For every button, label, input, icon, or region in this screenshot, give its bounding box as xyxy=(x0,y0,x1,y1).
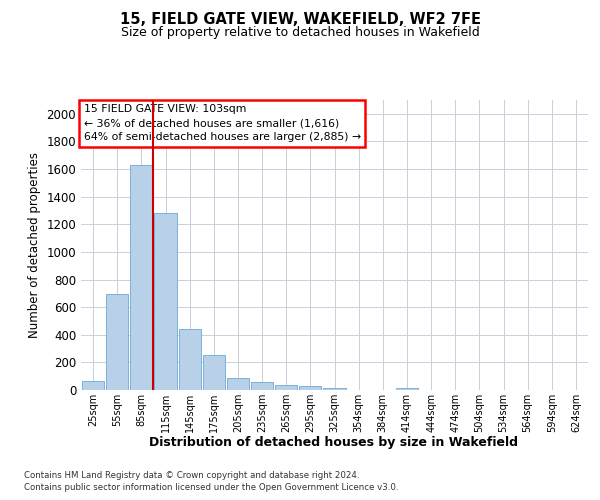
Bar xyxy=(154,212,176,390)
Bar xyxy=(396,388,418,390)
Bar xyxy=(251,382,273,390)
Bar xyxy=(227,378,249,390)
Bar xyxy=(106,294,128,390)
Bar xyxy=(130,165,152,390)
Text: Contains public sector information licensed under the Open Government Licence v3: Contains public sector information licen… xyxy=(24,483,398,492)
Bar xyxy=(323,388,346,390)
Text: Contains HM Land Registry data © Crown copyright and database right 2024.: Contains HM Land Registry data © Crown c… xyxy=(24,472,359,480)
Text: Distribution of detached houses by size in Wakefield: Distribution of detached houses by size … xyxy=(149,436,517,449)
Text: 15, FIELD GATE VIEW, WAKEFIELD, WF2 7FE: 15, FIELD GATE VIEW, WAKEFIELD, WF2 7FE xyxy=(119,12,481,28)
Text: 15 FIELD GATE VIEW: 103sqm
← 36% of detached houses are smaller (1,616)
64% of s: 15 FIELD GATE VIEW: 103sqm ← 36% of deta… xyxy=(83,104,361,142)
Bar xyxy=(299,386,322,390)
Text: Size of property relative to detached houses in Wakefield: Size of property relative to detached ho… xyxy=(121,26,479,39)
Bar xyxy=(82,381,104,390)
Bar xyxy=(275,385,298,390)
Y-axis label: Number of detached properties: Number of detached properties xyxy=(28,152,41,338)
Bar xyxy=(179,328,201,390)
Bar xyxy=(203,355,225,390)
